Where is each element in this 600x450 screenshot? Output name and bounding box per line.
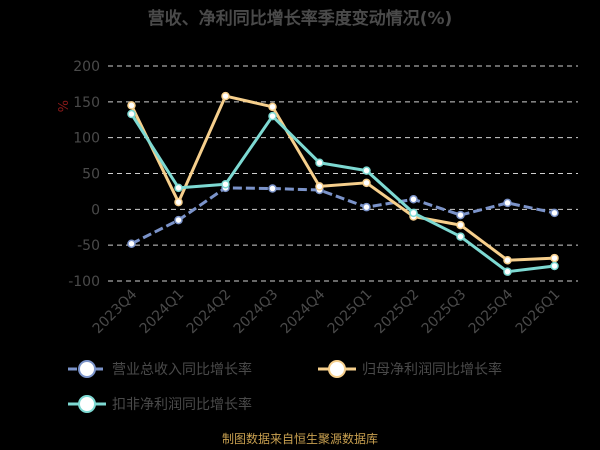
data-point (174, 215, 183, 225)
legend-marker (78, 360, 96, 378)
data-point (362, 166, 371, 175)
x-tick-label: 2026Q1 (513, 287, 564, 338)
x-tick-label: 2023Q4 (90, 286, 141, 337)
data-point (409, 195, 418, 204)
data-point (503, 255, 512, 265)
data-point (503, 198, 512, 208)
legend-item: 归母净利润同比增长率 (318, 360, 502, 378)
data-point (550, 208, 559, 218)
x-tick-label: 2024Q1 (137, 287, 188, 338)
data-point (127, 109, 136, 119)
series-1 (127, 183, 559, 248)
data-point (174, 183, 183, 193)
data-point (550, 261, 559, 271)
y-tick-label: -50 (77, 238, 100, 254)
series-line (130, 113, 555, 274)
legend-marker (328, 360, 346, 378)
x-tick-label: 2024Q2 (184, 287, 235, 338)
x-tick-label: 2025Q4 (466, 286, 517, 337)
data-point (503, 267, 512, 276)
data-point (456, 210, 465, 220)
series-3 (127, 109, 559, 276)
legend-label: 营业总收入同比增长率 (112, 361, 252, 378)
data-point (456, 232, 465, 241)
data-point (315, 158, 324, 167)
y-unit-label: % (54, 100, 69, 112)
y-tick-label: 100 (73, 131, 100, 147)
x-tick-label: 2024Q4 (278, 286, 329, 337)
y-tick-label: 150 (73, 95, 100, 111)
x-axis-ticks: 2023Q42024Q12024Q22024Q32024Q42025Q12025… (90, 286, 564, 337)
data-point (362, 178, 371, 188)
data-point (268, 111, 277, 121)
series-line (130, 94, 555, 262)
legend-label: 归母净利润同比增长率 (362, 361, 502, 378)
x-tick-label: 2025Q2 (372, 287, 423, 338)
y-tick-label: 0 (91, 202, 100, 218)
data-point (174, 197, 183, 207)
data-point (409, 208, 418, 218)
y-axis-ticks: 200 150 100 50 0 -50 -100 (68, 59, 100, 290)
x-tick-label: 2024Q3 (231, 287, 282, 338)
data-point (221, 180, 230, 189)
data-point (221, 91, 230, 101)
data-point (127, 239, 136, 248)
legend-item: 营业总收入同比增长率 (68, 360, 252, 378)
data-point (268, 184, 277, 193)
series-2 (127, 91, 559, 265)
x-tick-label: 2025Q1 (325, 287, 376, 338)
chart-title: 营收、净利同比增长率季度变动情况(%) (148, 8, 453, 29)
y-tick-label: 200 (73, 59, 100, 75)
data-point (362, 202, 371, 212)
legend-marker (78, 395, 96, 413)
data-point (127, 101, 136, 110)
data-point (550, 253, 559, 263)
x-tick-label: 2025Q3 (419, 287, 470, 338)
data-point (268, 102, 277, 112)
y-tick-label: -100 (68, 274, 100, 290)
legend-item: 扣非净利润同比增长率 (68, 395, 252, 413)
source-note: 制图数据来自恒生聚源数据库 (222, 431, 378, 446)
y-tick-label: 50 (82, 167, 100, 183)
legend-label: 扣非净利润同比增长率 (112, 396, 252, 413)
series-line (130, 186, 555, 246)
data-point (315, 182, 324, 191)
grid-layer (108, 65, 578, 282)
data-point (456, 220, 465, 230)
series-layer (127, 91, 559, 276)
